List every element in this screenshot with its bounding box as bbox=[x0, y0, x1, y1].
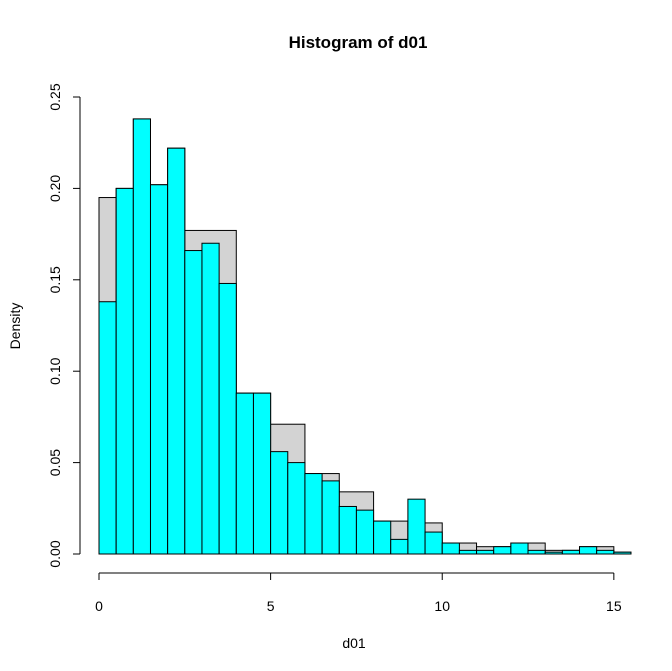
histogram-bar-s1-14 bbox=[338, 505, 357, 555]
y-axis-label: Density bbox=[7, 303, 23, 350]
histogram-bar-s1-17 bbox=[390, 538, 409, 555]
histogram-bar-s1-27 bbox=[561, 549, 581, 555]
histogram-bar-s1-3 bbox=[149, 184, 169, 555]
histogram-bar-s1-23 bbox=[493, 546, 512, 555]
x-tick-label: 0 bbox=[95, 598, 103, 614]
histogram-bar-s1-20 bbox=[441, 542, 460, 555]
histogram-bar-s1-15 bbox=[355, 509, 375, 555]
histogram-bar-s1-28 bbox=[579, 546, 598, 555]
histogram-bar-s1-12 bbox=[304, 473, 323, 555]
y-tick-label: 0.00 bbox=[47, 540, 63, 567]
histogram-bar-s1-26 bbox=[544, 551, 563, 555]
x-axis: 0 5 10 15 bbox=[95, 572, 622, 614]
y-tick-label: 0.25 bbox=[47, 83, 63, 110]
histogram-bar-s1-21 bbox=[458, 549, 478, 555]
histogram-bar-s1-18 bbox=[407, 498, 426, 555]
histogram-bar-s1-2 bbox=[132, 118, 151, 555]
histogram-bar-s1-25 bbox=[527, 549, 546, 555]
x-tick-label: 5 bbox=[267, 598, 275, 614]
chart-title: Histogram of d01 bbox=[289, 33, 428, 52]
histogram-bar-s1-4 bbox=[167, 147, 186, 555]
histogram-bar-s1-10 bbox=[270, 451, 289, 555]
histogram-bar-s1-9 bbox=[252, 392, 272, 555]
histogram-bar-s1-19 bbox=[424, 531, 443, 555]
x-tick-label: 10 bbox=[434, 598, 450, 614]
histogram-bar-s1-11 bbox=[287, 462, 306, 555]
histogram-bar-s1-13 bbox=[321, 480, 340, 555]
y-tick-label: 0.20 bbox=[47, 175, 63, 202]
bars-layer bbox=[98, 118, 632, 555]
x-tick-label: 15 bbox=[606, 598, 622, 614]
histogram-bar-s1-16 bbox=[373, 520, 392, 555]
y-tick-label: 0.15 bbox=[47, 266, 63, 293]
histogram-bar-s1-24 bbox=[510, 542, 529, 555]
x-axis-label: d01 bbox=[342, 635, 366, 651]
histogram-bar-s1-1 bbox=[115, 187, 134, 555]
histogram-bar-s1-7 bbox=[218, 282, 237, 555]
histogram-bar-s1-6 bbox=[201, 242, 220, 555]
y-tick-label: 0.05 bbox=[47, 449, 63, 476]
histogram-bar-s1-30 bbox=[613, 551, 632, 555]
histogram-bar-s1-0 bbox=[98, 301, 117, 555]
histogram-bar-s1-8 bbox=[235, 392, 254, 555]
histogram-bar-s1-5 bbox=[184, 250, 203, 555]
y-tick-label: 0.10 bbox=[47, 357, 63, 384]
histogram-bar-s1-22 bbox=[476, 549, 495, 555]
y-axis: 0.00 0.05 0.10 0.15 0.20 0.25 bbox=[47, 83, 81, 568]
histogram-bar-s1-29 bbox=[596, 549, 615, 555]
